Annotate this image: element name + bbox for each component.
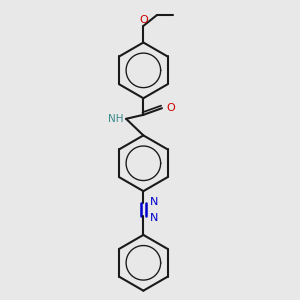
Text: O: O	[139, 15, 148, 25]
Text: NH: NH	[108, 114, 124, 124]
Text: O: O	[167, 103, 175, 112]
Text: N: N	[150, 197, 158, 207]
Text: N: N	[150, 213, 158, 223]
